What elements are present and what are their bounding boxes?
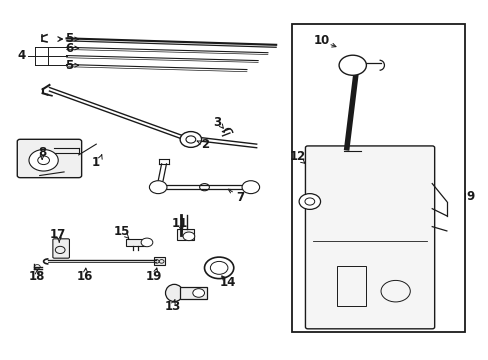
Bar: [180, 287, 206, 300]
Text: 1: 1: [92, 156, 100, 168]
Circle shape: [149, 181, 166, 194]
Text: 19: 19: [146, 270, 162, 283]
Bar: [177, 229, 194, 240]
Text: 18: 18: [29, 270, 45, 283]
Text: 6: 6: [65, 41, 73, 54]
Bar: [154, 257, 164, 265]
Text: 17: 17: [50, 228, 66, 241]
FancyBboxPatch shape: [53, 239, 69, 258]
Bar: [126, 239, 145, 246]
Text: 13: 13: [164, 300, 180, 313]
Text: 16: 16: [77, 270, 93, 283]
Bar: [336, 266, 366, 306]
Text: 14: 14: [219, 276, 235, 289]
Circle shape: [141, 238, 153, 247]
Text: 10: 10: [313, 33, 329, 47]
Text: 9: 9: [465, 190, 473, 203]
Circle shape: [180, 132, 201, 147]
Circle shape: [242, 181, 259, 194]
Text: 15: 15: [113, 225, 129, 238]
Text: 11: 11: [172, 216, 188, 230]
FancyBboxPatch shape: [17, 139, 81, 178]
Circle shape: [29, 149, 58, 171]
Text: 5: 5: [65, 59, 73, 72]
Text: 5: 5: [65, 32, 73, 45]
Circle shape: [338, 55, 366, 75]
Circle shape: [299, 194, 320, 210]
Circle shape: [183, 232, 194, 240]
Text: 2: 2: [201, 138, 209, 151]
Text: 4: 4: [18, 49, 26, 62]
Text: 3: 3: [213, 116, 221, 129]
Polygon shape: [66, 39, 276, 47]
Circle shape: [204, 257, 233, 279]
FancyBboxPatch shape: [305, 146, 434, 329]
Ellipse shape: [165, 284, 183, 302]
Text: 7: 7: [236, 192, 244, 204]
Text: 8: 8: [38, 146, 46, 159]
Circle shape: [192, 289, 204, 297]
Text: 12: 12: [289, 150, 305, 163]
Bar: [291, 24, 464, 332]
